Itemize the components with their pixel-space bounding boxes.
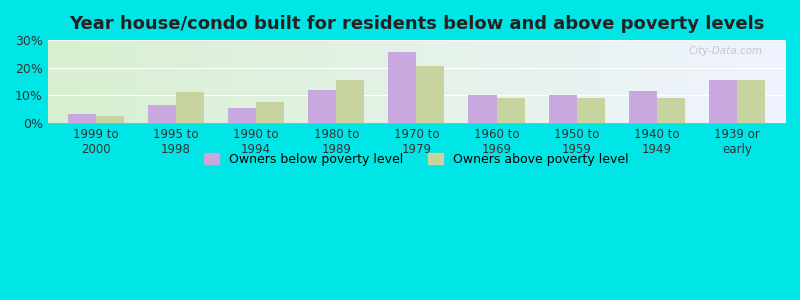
Bar	[469, 95, 497, 123]
Bar	[657, 98, 685, 123]
Bar	[308, 90, 336, 123]
Text: City-Data.com: City-Data.com	[689, 46, 763, 56]
Bar	[577, 98, 605, 123]
Bar	[388, 52, 416, 123]
Legend: Owners below poverty level, Owners above poverty level: Owners below poverty level, Owners above…	[204, 153, 629, 166]
Bar	[96, 116, 124, 123]
Bar	[256, 102, 284, 123]
Bar	[416, 66, 445, 123]
Bar	[148, 105, 176, 123]
Bar	[176, 92, 204, 123]
Bar	[629, 91, 657, 123]
Bar	[68, 114, 96, 123]
Title: Year house/condo built for residents below and above poverty levels: Year house/condo built for residents bel…	[69, 15, 764, 33]
Bar	[549, 95, 577, 123]
Bar	[497, 98, 525, 123]
Bar	[336, 80, 364, 123]
Bar	[228, 107, 256, 123]
Bar	[709, 80, 737, 123]
Bar	[737, 80, 765, 123]
